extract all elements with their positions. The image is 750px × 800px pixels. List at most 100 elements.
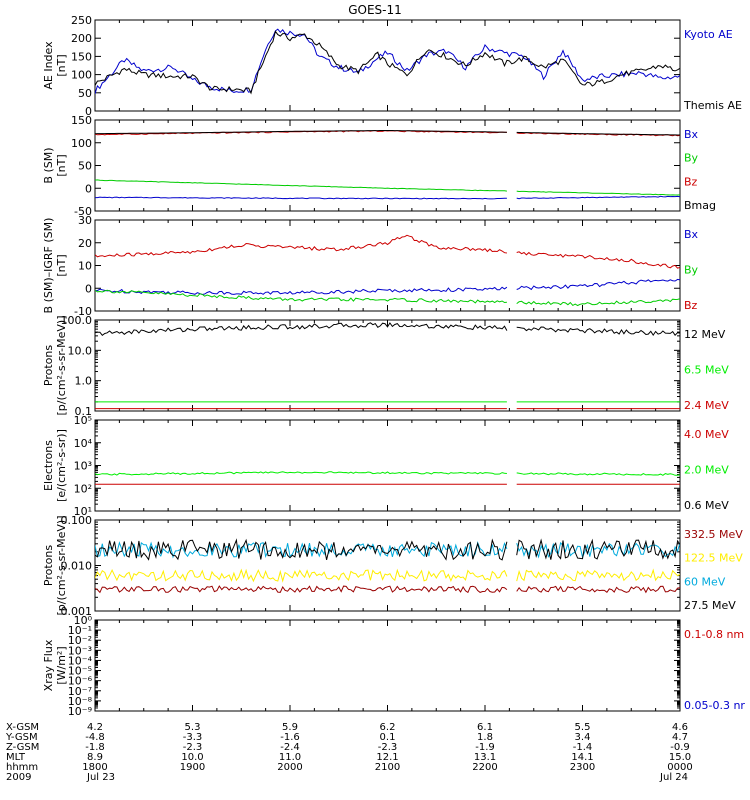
y-tick-label: -50 (74, 205, 92, 218)
footer-value: 2100 (375, 762, 400, 773)
footer-value: Jul 24 (659, 772, 688, 783)
legend-entry: 122.5 MeV (684, 552, 743, 565)
y-axis-label: Protons (42, 345, 55, 386)
footer-value: 6.1 (477, 722, 493, 733)
y-tick-label: 10⁻⁶ (68, 675, 93, 688)
series-line-themis-ae (95, 30, 680, 95)
y-axis-label: Xray Flux (42, 639, 55, 691)
footer-value: -1.8 (85, 742, 105, 753)
series-group (95, 322, 680, 410)
legend-entry: 60 MeV (684, 575, 726, 588)
series-group (95, 538, 680, 594)
legend-entry: Bz (684, 175, 698, 188)
y-tick-label: 0 (85, 182, 92, 195)
legend-entry: Bx (684, 228, 699, 241)
panel-3: -10 0 10 20 30 B (SM)–IGRF (SM) [nT] Bx By Bz (42, 214, 699, 318)
y-tick-label: 1.0 (75, 375, 93, 388)
footer-value: 12.1 (376, 752, 398, 763)
legend-entry: 6.5 MeV (684, 364, 729, 377)
footer-value: 2000 (277, 762, 302, 773)
y-axis-label: Protons (42, 545, 55, 586)
panel-frame (94, 419, 681, 512)
y-tick-label: 10⁵ (74, 414, 92, 427)
legend-entry: Bz (684, 299, 698, 312)
y-tick-label: 10⁻³ (68, 644, 92, 657)
footer-value: -3.3 (183, 732, 203, 743)
y-tick-label: 10¹ (74, 505, 92, 518)
footer-value: 10.0 (181, 752, 203, 763)
y-axis-label: [nT] (55, 154, 68, 176)
footer-row-label: hhmm (6, 762, 38, 773)
footer-row-label: Y-GSM (5, 732, 38, 743)
series-line-12-mev (95, 322, 680, 337)
legend-entry: 0.1-0.8 nm (684, 628, 744, 641)
legend-entry: 0.05-0.3 nr (684, 699, 745, 712)
y-tick-label: 10⁻⁴ (68, 654, 93, 667)
y-tick-label: 10⁻⁷ (68, 685, 92, 698)
series-line-27-5-mev (95, 538, 680, 561)
y-tick-label: 150 (71, 50, 92, 63)
y-tick-label: 150 (71, 114, 92, 127)
footer-value: 2300 (570, 762, 595, 773)
series-line-122-5-mev (95, 568, 680, 583)
footer-value: 14.1 (571, 752, 593, 763)
footer-row-label: 2009 (6, 772, 31, 783)
y-tick-label: 10⁻⁵ (68, 665, 92, 678)
panel-4: 0.1 1.0 10.0 100.0 Protons [p/(cm²-s-sr-MeV)]… (42, 314, 729, 418)
y-tick-label: 20 (78, 237, 92, 250)
footer-row-label: MLT (6, 752, 26, 763)
legend-entry: 4.0 MeV (684, 428, 729, 441)
y-axis-label: B (SM)–IGRF (SM) (42, 218, 55, 314)
footer-value: -2.4 (280, 742, 300, 753)
footer-value: 6.2 (380, 722, 396, 733)
series-line-bmag (95, 130, 680, 136)
y-tick-label: 100 (71, 69, 92, 82)
footer-value: -2.3 (183, 742, 203, 753)
panel-2: -50 0 50 100 150 B (SM) [nT] Bx By Bz Bmag (42, 114, 716, 218)
series-line-bx (95, 195, 680, 200)
y-tick-label: 10.0 (68, 344, 93, 357)
panel-frame (94, 319, 681, 412)
series-group (95, 234, 680, 307)
footer-row-label: Z-GSM (6, 742, 39, 753)
footer-value: 1.8 (477, 732, 493, 743)
panel-frame (94, 219, 681, 312)
y-axis-label: [nT] (55, 254, 68, 276)
y-tick-label: 200 (71, 32, 92, 45)
series-line-332-5-mev (95, 585, 680, 594)
footer-value: 0.1 (380, 732, 396, 743)
footer-value: -4.8 (85, 732, 105, 743)
y-axis-label: [nT] (55, 54, 68, 76)
footer-value: -0.9 (670, 742, 690, 753)
y-axis-label: Electrons (42, 440, 55, 491)
footer-value: -1.4 (573, 742, 593, 753)
y-axis-label: [p/(cm²-s-sr-MeV)] (55, 316, 68, 416)
y-tick-label: 0.001 (61, 605, 93, 618)
y-tick-label: 0 (85, 282, 92, 295)
series-group (95, 129, 680, 200)
footer-row-label: X-GSM (6, 722, 39, 733)
series-line-by (95, 289, 680, 307)
y-tick-label: 10⁰ (74, 614, 93, 627)
figure-title: GOES-11 (348, 3, 402, 17)
series-line-bx (95, 278, 680, 296)
y-tick-label: 50 (78, 87, 92, 100)
footer-value: 15.0 (669, 752, 691, 763)
footer-value: Jul 23 (86, 772, 115, 783)
footer-value: 0000 (667, 762, 692, 773)
legend-entry: 332.5 MeV (684, 528, 743, 541)
series-group (95, 28, 680, 95)
series-group (95, 420, 680, 485)
y-tick-label: 50 (78, 160, 92, 173)
footer-value: -1.9 (475, 742, 495, 753)
footer-value: 5.3 (185, 722, 201, 733)
panel-1: 0 50 100 150 200 250 AE Index [nT] Kyoto AE Themi… (42, 14, 742, 118)
footer-value: 11.0 (279, 752, 301, 763)
y-axis-label: AE Index (42, 41, 55, 90)
footer-value: 3.4 (575, 732, 591, 743)
legend-entry: By (684, 152, 699, 165)
panel-frame (94, 519, 681, 612)
footer-value: 5.5 (575, 722, 591, 733)
series-line-60-mev (95, 540, 680, 559)
